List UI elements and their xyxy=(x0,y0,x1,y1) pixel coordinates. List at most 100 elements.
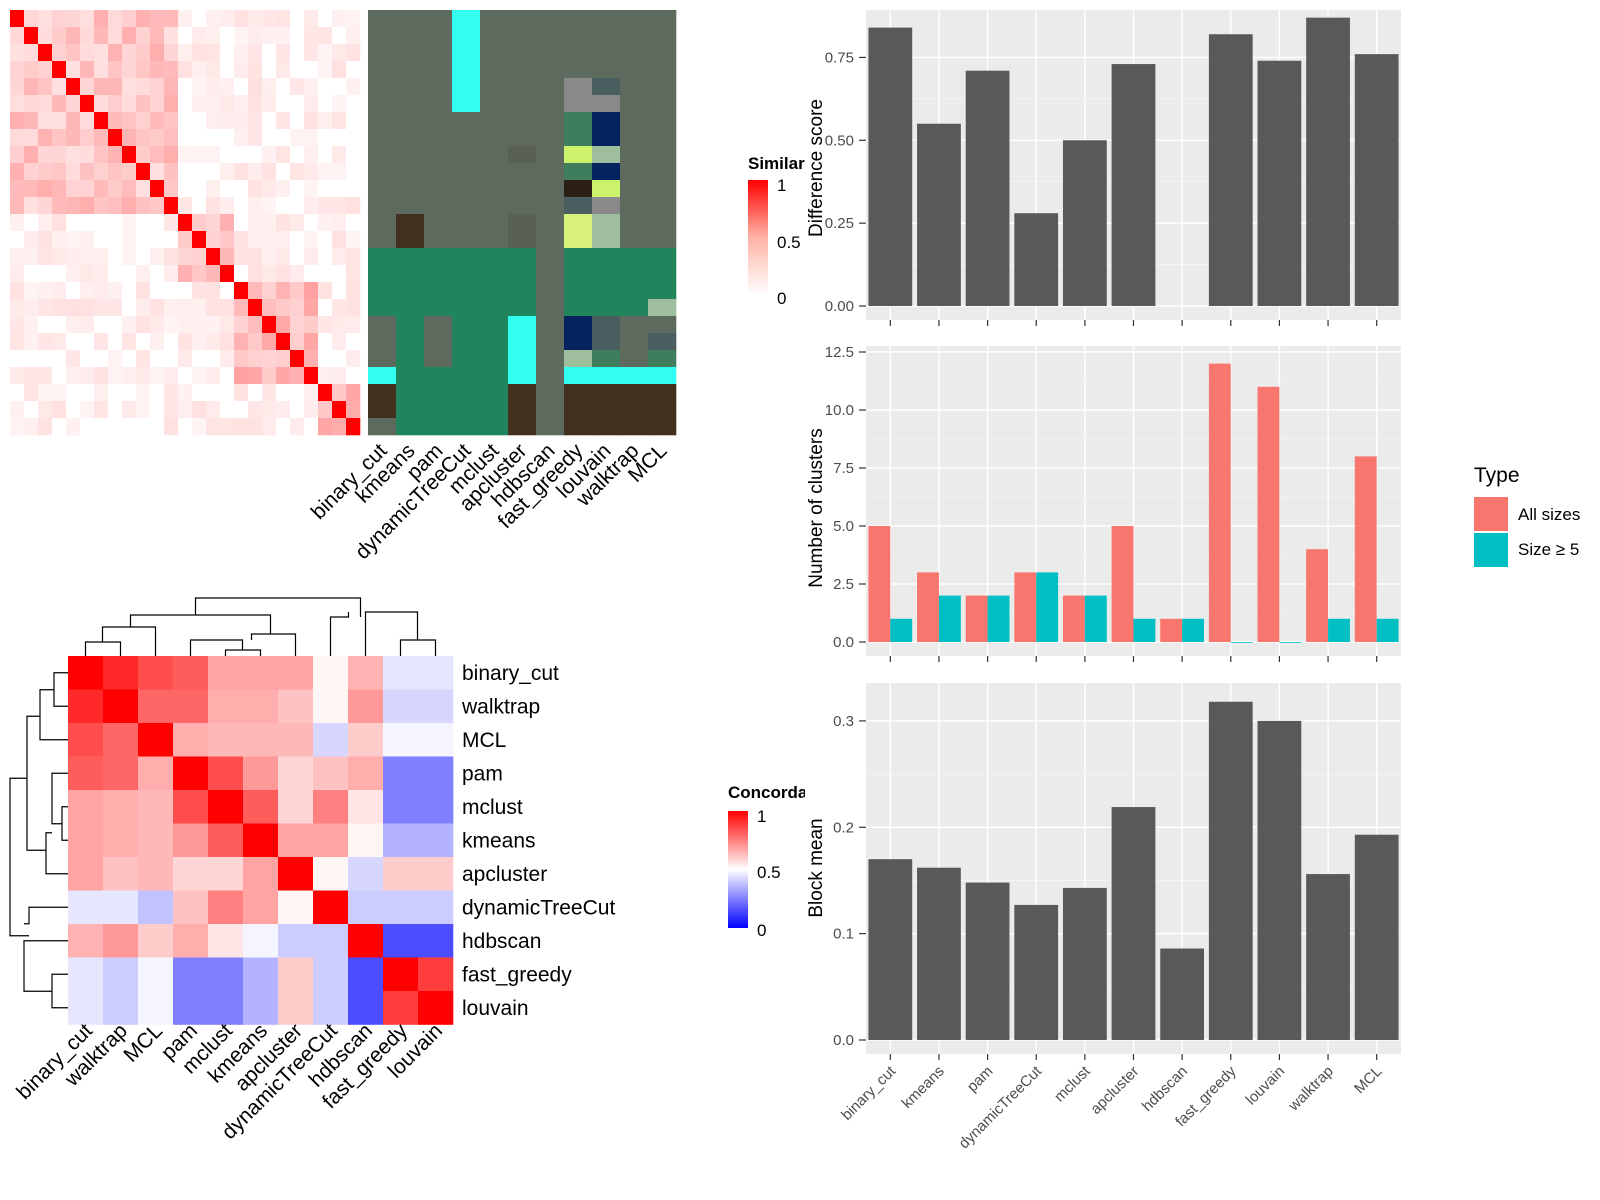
similarity-cell xyxy=(276,265,291,283)
assignment-cell xyxy=(536,367,565,385)
similarity-cell xyxy=(304,299,319,317)
similarity-cell xyxy=(234,146,249,164)
similarity-cell xyxy=(122,367,137,385)
similarity-cell xyxy=(10,27,25,45)
bar-all-sizes-dynamicTreeCut xyxy=(1014,572,1037,642)
assignment-cell xyxy=(368,299,397,317)
similarity-cell xyxy=(220,129,235,147)
assignment-cell xyxy=(368,112,397,130)
assignment-cell xyxy=(368,214,397,232)
assignment-cell xyxy=(592,350,621,368)
assignment-cell xyxy=(508,214,537,232)
assignment-cell xyxy=(564,129,593,147)
assignment-cell xyxy=(648,418,677,436)
dendrogram-branch xyxy=(194,597,362,617)
assignment-cell xyxy=(648,316,677,334)
similarity-cell xyxy=(108,265,123,283)
similarity-cell xyxy=(164,180,179,198)
similarity-cell xyxy=(262,214,277,232)
assignment-cell xyxy=(592,418,621,436)
similarity-cell xyxy=(206,265,221,283)
assignment-cell xyxy=(508,112,537,130)
assignment-cell xyxy=(368,282,397,300)
assignment-cell xyxy=(424,401,453,419)
assignment-cell xyxy=(396,384,425,402)
similarity-cell xyxy=(276,197,291,215)
similarity-cell xyxy=(10,95,25,113)
similarity-cell xyxy=(206,163,221,181)
similarity-cell xyxy=(346,27,361,45)
assignment-cell xyxy=(452,384,481,402)
column-label-MCL: MCL xyxy=(119,1019,167,1067)
similarity-cell xyxy=(164,418,179,436)
similarity-cell xyxy=(178,316,193,334)
assignment-cell xyxy=(396,231,425,249)
assignment-cell xyxy=(536,163,565,181)
similarity-cell xyxy=(192,44,207,62)
assignment-cell xyxy=(452,316,481,334)
similarity-legend-tick-0: 0 xyxy=(777,289,786,308)
assignment-cell xyxy=(564,231,593,249)
similarity-cell xyxy=(192,299,207,317)
similarity-cell xyxy=(66,180,81,198)
concordance-cell xyxy=(418,689,454,724)
similarity-cell xyxy=(346,129,361,147)
assignment-cell xyxy=(368,78,397,96)
concordance-cell xyxy=(138,957,174,992)
similarity-cell xyxy=(234,265,249,283)
similarity-cell xyxy=(276,44,291,62)
similarity-cell xyxy=(108,44,123,62)
similarity-cell xyxy=(38,163,53,181)
similarity-cell xyxy=(164,299,179,317)
assignment-cell xyxy=(368,180,397,198)
similarity-cell xyxy=(276,112,291,130)
similarity-cell xyxy=(318,316,333,334)
similarity-cell xyxy=(248,231,263,249)
similarity-cell xyxy=(122,214,137,232)
similarity-cell xyxy=(206,418,221,436)
similarity-cell xyxy=(24,146,39,164)
dendrogram-branch xyxy=(45,832,68,875)
similarity-cell xyxy=(178,44,193,62)
similarity-legend-gradient xyxy=(748,180,768,295)
similarity-cell xyxy=(248,112,263,130)
similarity-cell xyxy=(234,214,249,232)
similarity-cell xyxy=(122,333,137,351)
assignment-cell xyxy=(508,316,537,334)
similarity-cell xyxy=(332,299,347,317)
assignment-cell xyxy=(536,112,565,130)
dendrogram-branch xyxy=(61,806,68,841)
similarity-cell xyxy=(206,333,221,351)
similarity-cell xyxy=(248,401,263,419)
similarity-cell xyxy=(66,78,81,96)
similarity-cell xyxy=(290,248,305,266)
similarity-cell xyxy=(52,214,67,232)
assignment-cell xyxy=(424,265,453,283)
concordance-cell xyxy=(173,689,209,724)
similarity-cell xyxy=(52,367,67,385)
concordance-cell xyxy=(68,790,104,824)
similarity-cell xyxy=(24,61,39,79)
concordance-legend-tick-1: 1 xyxy=(757,807,766,826)
assignment-cell xyxy=(536,180,565,198)
assignment-cell xyxy=(564,95,593,113)
assignment-cell xyxy=(508,129,537,147)
assignment-cell xyxy=(480,248,509,266)
similarity-cell xyxy=(150,401,165,419)
similarity-cell xyxy=(276,350,291,368)
assignment-cell xyxy=(536,350,565,368)
assignment-cell xyxy=(648,333,677,351)
assignment-cell xyxy=(480,163,509,181)
similarity-cell xyxy=(178,248,193,266)
similarity-cell xyxy=(346,265,361,283)
similarity-cell xyxy=(178,27,193,45)
similarity-cell xyxy=(318,231,333,249)
similarity-cell xyxy=(332,129,347,147)
similarity-cell xyxy=(52,163,67,181)
similarity-cell xyxy=(178,78,193,96)
assignment-cell xyxy=(424,350,453,368)
similarity-cell xyxy=(206,146,221,164)
concordance-cell xyxy=(243,723,279,757)
similarity-cell xyxy=(276,248,291,266)
similarity-cell xyxy=(248,333,263,351)
